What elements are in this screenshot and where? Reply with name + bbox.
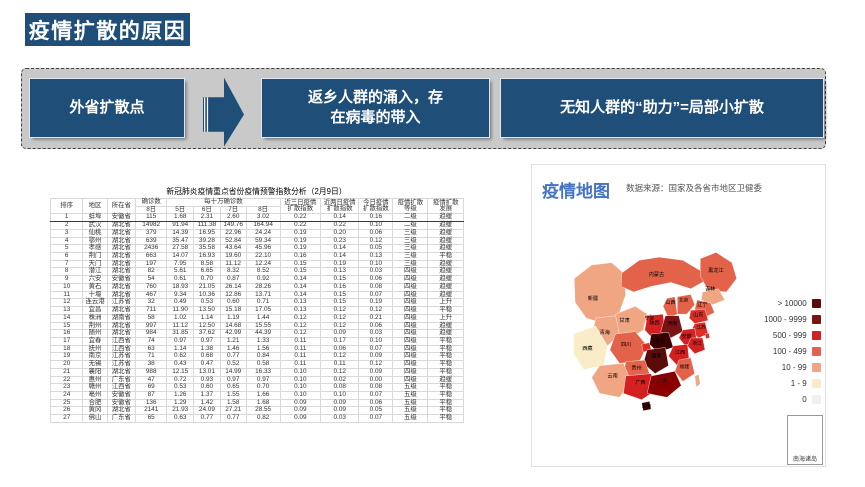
svg-text:江西: 江西 — [675, 349, 685, 356]
svg-text:四川: 四川 — [621, 341, 631, 348]
